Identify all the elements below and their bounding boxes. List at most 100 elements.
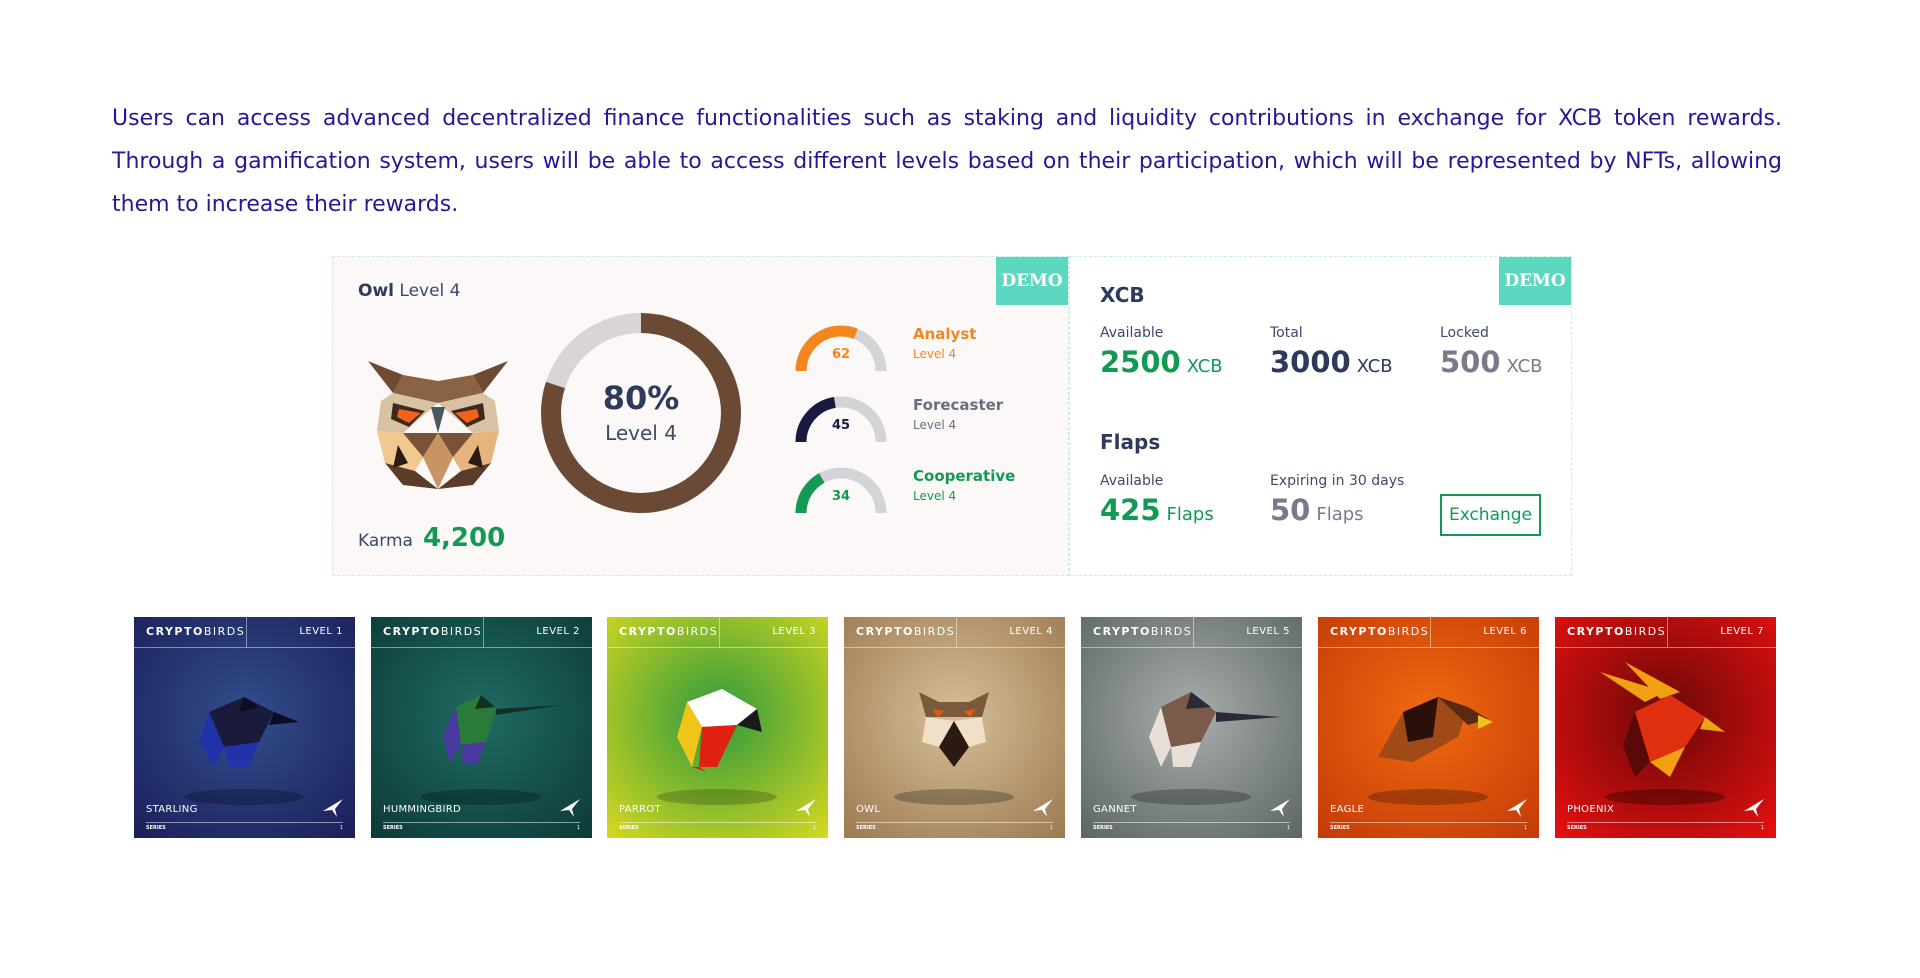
skill-gauge bbox=[795, 467, 887, 514]
bird-logo-icon bbox=[560, 799, 580, 817]
skill-value: 34 bbox=[831, 489, 851, 504]
bird-logo-icon bbox=[1033, 799, 1053, 817]
nft-name: HUMMINGBIRD bbox=[383, 804, 462, 815]
hummingbird-icon bbox=[421, 695, 561, 805]
stat-label: Expiring in 30 days bbox=[1270, 473, 1405, 489]
phoenix-icon bbox=[1600, 662, 1725, 805]
stat-value: 3000 bbox=[1270, 345, 1351, 379]
owl-icon bbox=[894, 692, 1014, 805]
nft-level: LEVEL 3 bbox=[772, 626, 816, 637]
stat-label: Available bbox=[1100, 473, 1164, 489]
nft-card-level-6[interactable]: CRYPTOBIRDS LEVEL 6 EAGLE SERIES 1 bbox=[1318, 617, 1539, 838]
nft-series-number: 1 bbox=[1760, 825, 1764, 831]
skill-value: 62 bbox=[831, 347, 851, 362]
stat-label: Available bbox=[1100, 325, 1164, 341]
nft-brand: CRYPTOBIRDS bbox=[619, 625, 719, 638]
bird-logo-icon bbox=[1507, 799, 1527, 817]
nft-card-level-5[interactable]: CRYPTOBIRDS LEVEL 5 GANNET SERIES 1 bbox=[1081, 617, 1302, 838]
gannet-icon bbox=[1131, 692, 1281, 805]
starling-icon bbox=[184, 697, 304, 805]
skill-name: Forecaster bbox=[913, 396, 1004, 414]
badge-title: Owl Level 4 bbox=[358, 281, 460, 301]
exchange-button[interactable]: Exchange bbox=[1440, 494, 1541, 536]
stat-value: 500 bbox=[1440, 345, 1501, 379]
karma-value: 4,200 bbox=[422, 523, 506, 553]
nft-series: SERIES bbox=[856, 825, 876, 831]
skill-analyst: 62 Analyst Level 4 bbox=[793, 325, 1053, 385]
nft-series: SERIES bbox=[146, 825, 166, 831]
nft-card-level-7[interactable]: CRYPTOBIRDS LEVEL 7 PHOENIX SERIES 1 bbox=[1555, 617, 1776, 838]
bird-logo-icon bbox=[323, 799, 343, 817]
nft-card-level-3[interactable]: CRYPTOBIRDS LEVEL 3 PARROT SERIES 1 bbox=[607, 617, 828, 838]
nft-series-number: 1 bbox=[1049, 825, 1053, 831]
nft-brand: CRYPTOBIRDS bbox=[383, 625, 483, 638]
nft-brand: CRYPTOBIRDS bbox=[856, 625, 956, 638]
parrot-icon bbox=[657, 689, 777, 805]
progress-level: Level 4 bbox=[605, 421, 677, 445]
skill-gauge bbox=[795, 396, 887, 443]
karma-label: Karma bbox=[358, 531, 413, 551]
demo-badge: DEMO bbox=[1499, 257, 1571, 305]
nft-series: SERIES bbox=[619, 825, 639, 831]
skill-level: Level 4 bbox=[913, 418, 957, 432]
stat-unit: Flaps bbox=[1166, 504, 1214, 525]
donut-fill bbox=[541, 313, 741, 513]
bird-logo-icon bbox=[796, 799, 816, 817]
skill-value: 45 bbox=[831, 418, 851, 433]
nft-name: EAGLE bbox=[1330, 804, 1365, 815]
nft-name: GANNET bbox=[1093, 804, 1137, 815]
nft-series-number: 1 bbox=[339, 825, 343, 831]
level-progress-donut: 80% Level 4 bbox=[541, 313, 741, 513]
flaps-expiring: Expiring in 30 days 50 Flaps bbox=[1270, 473, 1404, 527]
skill-forecaster: 45 Forecaster Level 4 bbox=[793, 396, 1053, 456]
nft-brand: CRYPTOBIRDS bbox=[146, 625, 246, 638]
skill-level: Level 4 bbox=[913, 489, 957, 503]
nft-brand: CRYPTOBIRDS bbox=[1567, 625, 1667, 638]
stat-value: 50 bbox=[1270, 493, 1311, 527]
nft-level: LEVEL 6 bbox=[1483, 626, 1527, 637]
skill-name: Cooperative bbox=[913, 467, 1016, 485]
flaps-title: Flaps bbox=[1100, 430, 1161, 454]
nft-name: PHOENIX bbox=[1567, 804, 1615, 815]
stat-label: Total bbox=[1270, 325, 1303, 341]
bird-logo-icon bbox=[1744, 799, 1764, 817]
nft-level: LEVEL 4 bbox=[1009, 626, 1053, 637]
nft-series: SERIES bbox=[1567, 825, 1587, 831]
demo-dashboard: DEMO Owl Level 4 bbox=[332, 256, 1572, 576]
nft-level: LEVEL 5 bbox=[1246, 626, 1290, 637]
skill-name: Analyst bbox=[913, 325, 977, 343]
xcb-available: Available 2500 XCB bbox=[1100, 325, 1223, 379]
skill-cooperative: 34 Cooperative Level 4 bbox=[793, 467, 1053, 527]
stat-unit: Flaps bbox=[1316, 504, 1364, 525]
nft-level: LEVEL 1 bbox=[299, 626, 343, 637]
nft-card-level-1[interactable]: CRYPTOBIRDS LEVEL 1 STARLING SERIES 1 bbox=[134, 617, 355, 838]
nft-level-cards: CRYPTOBIRDS LEVEL 1 STARLING SERIES 1 CRYP… bbox=[134, 617, 1778, 838]
badge-name: Owl bbox=[358, 281, 394, 301]
nft-series: SERIES bbox=[1093, 825, 1113, 831]
skill-level: Level 4 bbox=[913, 347, 957, 361]
level-card: DEMO Owl Level 4 bbox=[332, 256, 1069, 576]
skill-gauge bbox=[795, 325, 887, 372]
nft-series-number: 1 bbox=[812, 825, 816, 831]
xcb-title: XCB bbox=[1100, 283, 1145, 307]
stat-unit: XCB bbox=[1506, 356, 1543, 377]
nft-card-level-4[interactable]: CRYPTOBIRDS LEVEL 4 OWL SERIES 1 bbox=[844, 617, 1065, 838]
stat-value: 425 bbox=[1100, 493, 1161, 527]
bird-logo-icon bbox=[1270, 799, 1290, 817]
xcb-total: Total 3000 XCB bbox=[1270, 325, 1393, 379]
nft-series: SERIES bbox=[1330, 825, 1350, 831]
stat-label: Locked bbox=[1440, 325, 1489, 341]
nft-series-number: 1 bbox=[1286, 825, 1290, 831]
xcb-locked: Locked 500 XCB bbox=[1440, 325, 1543, 379]
intro-paragraph: Users can access advanced decentralized … bbox=[112, 106, 1782, 217]
nft-card-level-2[interactable]: CRYPTOBIRDS LEVEL 2 HUMMINGBIRD SERIES 1 bbox=[371, 617, 592, 838]
nft-name: OWL bbox=[856, 804, 881, 815]
progress-percent: 80% bbox=[602, 379, 680, 417]
nft-name: STARLING bbox=[146, 804, 198, 815]
nft-level: LEVEL 7 bbox=[1720, 626, 1764, 637]
eagle-icon bbox=[1368, 697, 1493, 805]
nft-series-number: 1 bbox=[576, 825, 580, 831]
nft-name: PARROT bbox=[619, 804, 661, 815]
stat-value: 2500 bbox=[1100, 345, 1181, 379]
karma: Karma 4,200 bbox=[358, 523, 505, 553]
